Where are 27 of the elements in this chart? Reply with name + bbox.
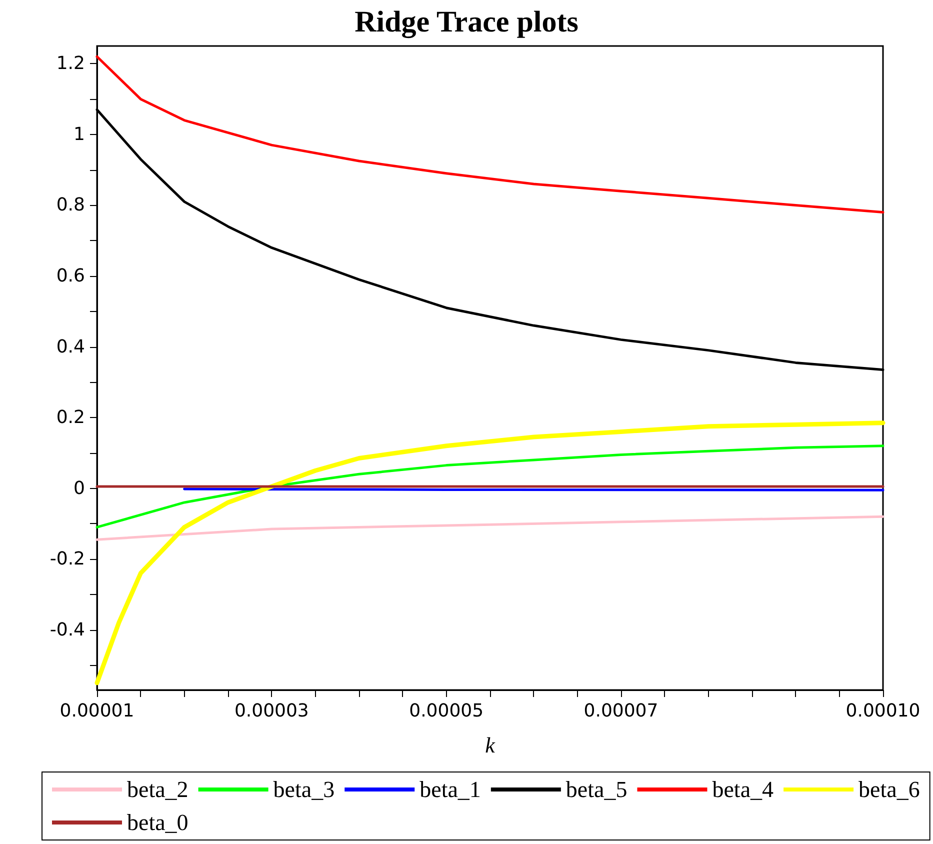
legend-label: beta_4 (712, 777, 774, 802)
y-tick-label: -0.4 (50, 619, 85, 640)
line-series (94, 420, 886, 686)
x-tick-label: 0.00005 (409, 700, 484, 722)
y-tick-label: 1 (74, 124, 85, 145)
line-series (96, 55, 884, 214)
x-tick-label: 0.00010 (846, 700, 920, 722)
x-axis-title: k (485, 732, 496, 758)
legend-label: beta_6 (858, 777, 920, 802)
legend-label: beta_5 (566, 777, 628, 802)
line-series (96, 444, 884, 528)
x-tick-label: 0.00001 (60, 700, 134, 722)
x-tick-label: 0.00003 (234, 700, 309, 722)
line-series (96, 515, 884, 541)
y-tick-label: 0.6 (56, 266, 85, 286)
legend-label: beta_0 (127, 810, 188, 835)
y-tick-label: 0.2 (56, 407, 85, 428)
legend-label: beta_1 (420, 777, 481, 802)
y-tick-label: 0.8 (56, 194, 85, 216)
y-tick-label: 1.2 (56, 53, 85, 74)
x-tick-label: 0.00007 (584, 700, 658, 722)
y-tick-label: 0.4 (56, 336, 85, 358)
legend-label: beta_2 (127, 777, 188, 802)
chart-title: Ridge Trace plots (354, 6, 578, 38)
legend-label: beta_3 (273, 777, 335, 802)
y-tick-label: 0 (74, 478, 85, 499)
y-tick-label: -0.2 (50, 548, 85, 570)
